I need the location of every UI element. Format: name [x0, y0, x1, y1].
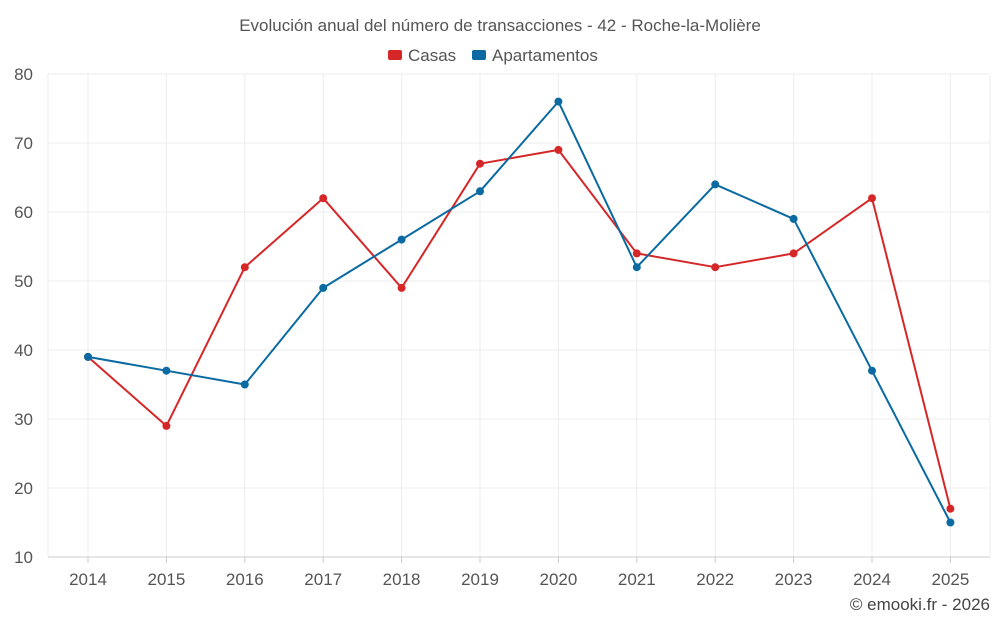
data-point-apartamentos[interactable]	[240, 380, 249, 389]
data-point-apartamentos[interactable]	[554, 97, 563, 106]
data-point-casas[interactable]	[789, 249, 798, 258]
data-point-apartamentos[interactable]	[946, 518, 955, 527]
data-point-apartamentos[interactable]	[632, 263, 641, 272]
x-tick-label: 2022	[696, 570, 734, 589]
y-tick-label: 10	[14, 548, 33, 567]
credit-text: © emooki.fr - 2026	[850, 595, 990, 614]
data-point-casas[interactable]	[397, 283, 406, 292]
series	[84, 97, 955, 527]
y-tick-label: 70	[14, 134, 33, 153]
axes: 10 20 30 40 50 60 70 80 2014 2015 2016 2017 2018 2019…	[14, 65, 990, 589]
x-tick-label: 2016	[226, 570, 264, 589]
x-tick-label: 2020	[539, 570, 577, 589]
data-point-apartamentos[interactable]	[319, 283, 328, 292]
data-point-apartamentos[interactable]	[789, 214, 798, 223]
data-point-apartamentos[interactable]	[397, 235, 406, 244]
y-tick-label: 40	[14, 341, 33, 360]
x-tick-label: 2023	[775, 570, 813, 589]
legend: Casas Apartamentos	[388, 46, 598, 65]
data-point-casas[interactable]	[868, 194, 876, 203]
data-point-casas[interactable]	[476, 159, 484, 168]
y-tick-label: 30	[14, 410, 33, 429]
data-point-apartamentos[interactable]	[711, 180, 720, 189]
x-tick-label: 2024	[853, 570, 891, 589]
data-point-apartamentos[interactable]	[476, 187, 484, 196]
legend-swatch-apartamentos	[472, 50, 486, 60]
legend-label-casas[interactable]: Casas	[408, 46, 456, 65]
data-point-apartamentos[interactable]	[868, 366, 876, 375]
data-point-casas[interactable]	[946, 504, 955, 513]
data-point-casas[interactable]	[554, 145, 563, 154]
data-point-casas[interactable]	[632, 249, 641, 258]
y-tick-label: 60	[14, 203, 33, 222]
y-tick-label: 20	[14, 479, 33, 498]
chart-title: Evolución anual del número de transaccio…	[239, 16, 761, 35]
series-line-apartamentos	[87, 100, 952, 523]
x-tick-label: 2017	[304, 570, 342, 589]
data-point-casas[interactable]	[711, 263, 720, 272]
x-tick-label: 2014	[69, 570, 107, 589]
x-tick-label: 2021	[618, 570, 656, 589]
x-tick-label: 2025	[931, 570, 969, 589]
legend-swatch-casas	[388, 50, 402, 60]
x-tick-label: 2018	[383, 570, 421, 589]
data-point-casas[interactable]	[162, 421, 171, 430]
series-line-casas	[87, 148, 952, 509]
grid	[47, 73, 991, 557]
x-tick-label: 2019	[461, 570, 499, 589]
data-point-apartamentos[interactable]	[162, 366, 171, 375]
data-point-apartamentos[interactable]	[84, 352, 92, 361]
data-point-casas[interactable]	[319, 194, 328, 203]
y-tick-label: 50	[14, 272, 33, 291]
legend-label-apartamentos[interactable]: Apartamentos	[492, 46, 598, 65]
x-tick-label: 2015	[147, 570, 185, 589]
data-point-casas[interactable]	[240, 263, 249, 272]
y-tick-label: 80	[14, 65, 33, 84]
